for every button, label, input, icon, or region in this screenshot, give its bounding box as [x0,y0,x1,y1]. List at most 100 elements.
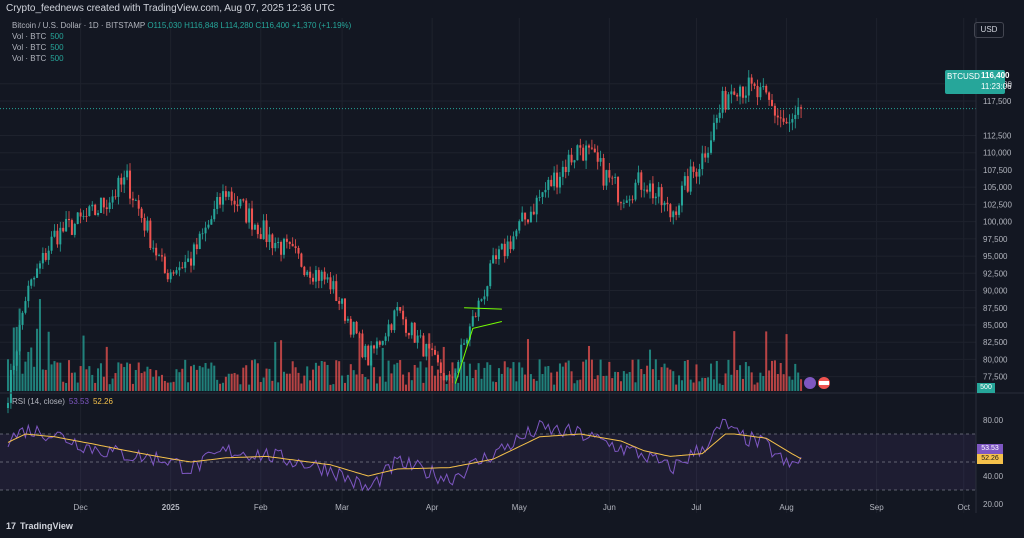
volume-bar [521,367,524,391]
volume-bar [207,368,210,391]
candle [727,94,730,110]
candle [268,234,271,243]
candle [800,107,803,109]
volume-bar [146,366,149,391]
candle [358,333,361,335]
volume-bar [797,372,800,391]
volume-bar [378,376,381,391]
volume-bar [97,368,100,391]
volume-bar [236,374,239,391]
volume-bar [739,365,742,391]
candle [770,99,774,106]
candle [614,177,617,179]
candle [599,158,602,162]
legend-volume-row[interactable]: Vol · BTC 500 [12,42,351,53]
candle [721,90,724,113]
volume-bar [590,359,593,391]
vol-value: 500 [50,54,64,63]
candle [407,332,410,336]
candle [646,189,649,192]
volume-bar [219,383,222,391]
volume-bar [341,375,344,391]
candle [474,316,477,318]
candle [370,345,373,366]
volume-bar [242,367,245,391]
candle [422,335,425,357]
volume-bar [733,331,736,391]
candle [747,77,750,96]
candle [355,321,358,334]
volume-bar [686,359,689,391]
volume-bar [619,381,622,391]
volume-bar [436,369,439,391]
trendline-drawing[interactable] [464,307,502,310]
volume-bar [492,381,495,391]
candle [9,369,12,403]
volume-bar [704,377,707,391]
candle [233,200,236,205]
candle [471,316,474,327]
candle [465,339,469,344]
x-tick-label: Sep [869,503,884,512]
candle [114,196,117,198]
volume-bar [756,382,759,391]
candle [439,362,442,374]
candle [158,255,161,257]
volume-bar [85,369,88,391]
trendline-drawing[interactable] [454,321,502,384]
rsi-value-tag: 53.53 [977,444,1003,454]
legend-volume-row[interactable]: Vol · BTC 500 [12,31,351,42]
candle [280,241,283,255]
candle [166,272,169,280]
legend-symbol[interactable]: Bitcoin / U.S. Dollar · 1D · BITSTAMP [12,21,146,30]
candle [483,296,486,300]
candle [306,271,309,275]
candle [524,212,527,220]
tradingview-logo-icon: 17 [6,521,17,531]
volume-bar [172,381,175,391]
volume-bar [663,363,666,391]
candle [602,158,605,186]
candle [70,220,73,235]
candle [73,223,76,235]
candle [335,281,338,301]
candle [492,255,495,264]
tradingview-logo[interactable]: 17 TradingView [6,521,73,531]
volume-tag: 500 [977,383,995,393]
candle [410,322,413,336]
event-icon[interactable] [804,377,816,389]
x-tick-label: Feb [254,503,268,512]
volume-bar [721,384,724,391]
volume-bar [265,368,268,391]
volume-bar [384,381,387,391]
candle [282,238,285,255]
volume-bar [544,366,547,391]
legend-volume-row[interactable]: Vol · BTC 500 [12,53,351,64]
volume-bar [678,375,681,391]
candle [21,312,24,325]
volume-bar [288,373,291,391]
volume-bar [131,383,134,391]
volume-bar [370,360,373,391]
volume-bar [553,384,556,391]
candle [285,238,288,242]
candle [500,243,503,250]
volume-bar [643,374,646,391]
rsi-legend[interactable]: RSI (14, close) 53.53 52.26 [12,397,113,406]
volume-bar [38,299,41,391]
candle [105,207,108,209]
candle [219,197,222,205]
currency-button[interactable]: USD [974,22,1004,38]
candle [756,85,759,98]
volume-bar [762,376,765,391]
vol-value: 500 [50,32,64,41]
volume-bar [675,384,678,391]
candle [733,91,736,95]
chart-legend: Bitcoin / U.S. Dollar · 1D · BITSTAMP O1… [12,20,351,64]
volume-bar [434,375,437,391]
candle [692,166,695,172]
candle [608,170,611,178]
event-icons[interactable] [804,377,830,389]
candle [338,300,341,304]
